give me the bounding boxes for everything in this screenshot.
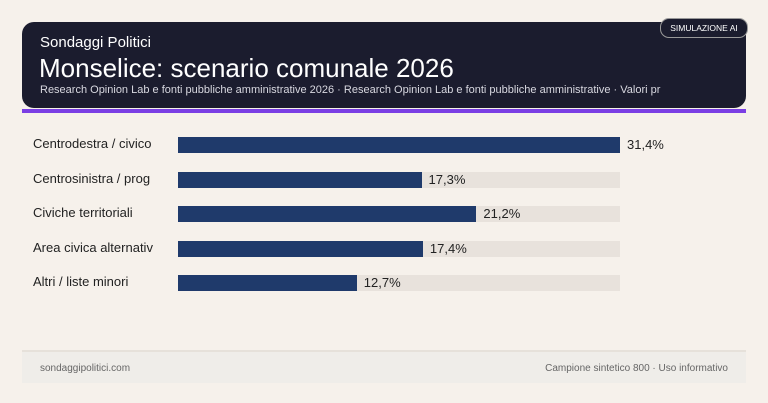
value-label: 17,4%: [429, 241, 467, 256]
bar: [178, 275, 357, 291]
accent-divider: [22, 109, 746, 113]
bar: [178, 172, 422, 188]
bar: [178, 241, 423, 257]
bar-track: [178, 206, 620, 222]
footer: sondaggipolitici.com Campione sintetico …: [22, 350, 746, 383]
category-label: Altri / liste minori: [33, 274, 129, 289]
bar-track: [178, 172, 620, 188]
header: Sondaggi Politici Monselice: scenario co…: [22, 22, 746, 108]
category-label: Civiche territoriali: [33, 205, 133, 220]
bar-row: Altri / liste minori 12,7%: [0, 273, 768, 293]
footer-note: Campione sintetico 800 · Uso informativo: [545, 363, 728, 374]
subtitle: Research Opinion Lab e fonti pubbliche a…: [40, 84, 661, 96]
footer-site: sondaggipolitici.com: [40, 363, 131, 374]
kicker: Sondaggi Politici: [40, 34, 151, 51]
value-label: 17,3%: [428, 172, 466, 187]
bar-track: [178, 241, 620, 257]
bar: [178, 206, 477, 222]
bar-row: Area civica alternativ 17,4%: [0, 239, 768, 259]
category-label: Centrosinistra / prog: [33, 171, 151, 186]
bar-row: Civiche territoriali 21,2%: [0, 204, 768, 224]
bar-track: [178, 275, 620, 291]
category-label: Area civica alternativ: [33, 240, 153, 255]
bar-row: Centrodestra / civico 31,4%: [0, 135, 768, 155]
category-label: Centrodestra / civico: [33, 136, 152, 151]
bar: [178, 137, 620, 153]
simulation-badge: SIMULAZIONE AI: [660, 18, 748, 38]
bar-track: [178, 137, 620, 153]
bar-row: Centrosinistra / prog 17,3%: [0, 170, 768, 190]
page-title: Monselice: scenario comunale 2026: [39, 53, 454, 83]
value-label: 31,4%: [627, 137, 664, 152]
value-label: 21,2%: [483, 206, 521, 221]
value-label: 12,7%: [363, 275, 401, 290]
